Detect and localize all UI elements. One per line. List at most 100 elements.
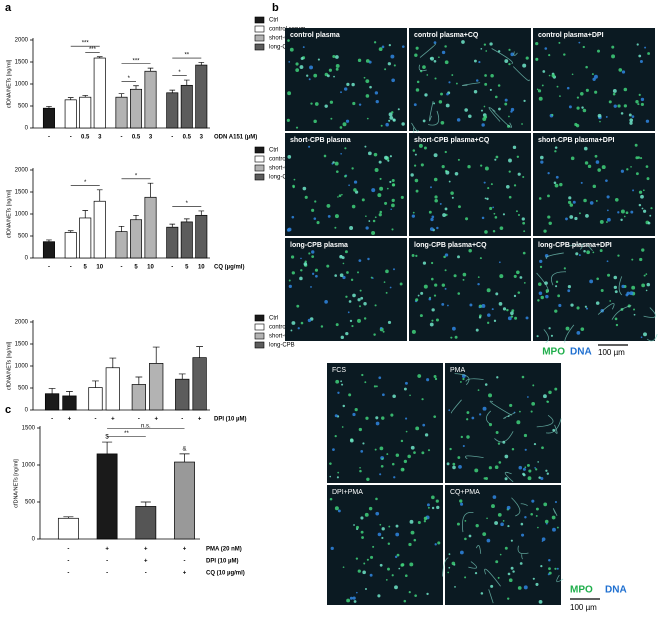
cell [374,91,379,95]
cell [304,260,307,263]
cell [377,193,382,198]
cell [579,91,584,96]
cell [556,85,559,88]
net-strand [550,271,566,286]
cell [334,506,339,511]
cell [506,505,511,510]
net-strand [545,418,562,434]
cell [395,532,400,537]
cell [434,377,438,381]
cell [479,257,482,260]
cell [335,379,340,384]
cell [554,150,557,153]
cell [373,152,378,157]
cell [566,86,570,90]
cell [308,252,311,255]
cell [508,170,511,173]
cell [583,198,587,203]
cell [300,56,304,61]
cell [585,213,589,218]
cell [567,285,571,289]
cell [345,295,348,298]
net-strand [511,497,521,517]
bar [195,214,208,259]
error-bar [198,210,205,216]
cell [359,305,361,308]
annotation: * [128,76,131,82]
cell [374,216,377,219]
cell [486,197,489,201]
y-tick-label: 1000 [15,212,29,218]
net-strand [513,51,518,56]
error-bar [179,453,190,463]
cell [286,228,291,232]
error-bar [147,182,154,198]
cell [440,120,445,125]
error-bar [169,223,176,228]
cell [539,155,544,160]
cell [540,477,544,481]
cell [569,203,574,207]
cell [591,73,594,76]
scale-label: 100 µm [598,348,625,357]
bar [130,219,143,259]
cell [510,311,514,316]
cell [523,99,526,102]
cell [532,577,535,580]
cell [620,112,624,115]
cell [363,317,367,320]
cell [346,82,350,87]
cell [444,150,447,154]
cell [330,546,334,550]
cell [351,167,354,170]
cell [596,49,600,53]
cell [535,42,539,46]
cell [589,201,594,205]
cell [358,103,362,106]
cell [570,156,575,161]
cell [510,107,515,112]
cell [401,122,405,126]
cell [640,194,644,199]
cell [460,502,464,506]
cell [585,88,589,92]
cell [484,82,488,86]
cell [429,57,432,60]
cell [427,449,431,452]
net-strand [464,455,484,460]
cell [365,94,370,98]
cell [525,316,529,320]
annotation: *** [82,41,90,47]
y-tick-label: 2000 [15,168,29,174]
cell [508,48,511,51]
cell [349,438,354,443]
legend-label: long-CPB [269,343,295,349]
cell [414,153,417,156]
cell [516,270,520,275]
cell [499,553,502,556]
net-strand [418,64,427,72]
cell [423,516,428,521]
cell [535,507,539,511]
cell [497,84,501,87]
cell [530,512,533,516]
cell [377,532,382,537]
cell [421,398,424,401]
cell [326,204,331,208]
cell [384,68,387,71]
cell [504,477,508,481]
cell [413,538,417,542]
bar [105,367,120,411]
cell [434,198,438,203]
cell [391,198,395,203]
net-strand [584,243,593,252]
cell [508,62,511,66]
cell [337,196,339,198]
cell [620,169,624,173]
cell [558,303,562,308]
x-tick-label: 5 [134,265,138,271]
cell [565,217,568,221]
cell [400,195,404,199]
x-axis-label: DPI (10 µM) [214,417,246,423]
legend-label: short-CPB [269,334,297,340]
